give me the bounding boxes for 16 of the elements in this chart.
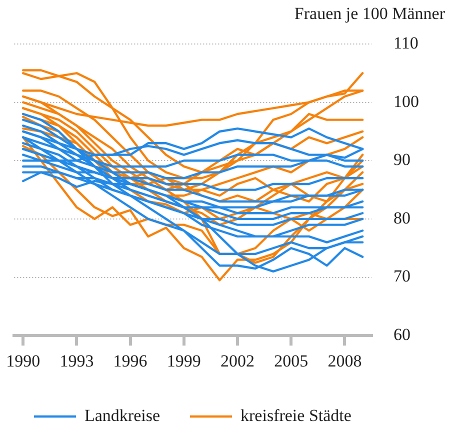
x-tick-label: 1993	[60, 351, 94, 370]
y-tick-label: 60	[394, 325, 410, 344]
legend-label: Landkreise	[84, 406, 160, 425]
y-tick-label: 70	[394, 266, 410, 286]
x-tick-label: 2005	[274, 351, 308, 370]
x-tick-label: 1996	[113, 351, 148, 370]
y-tick-label: 100	[394, 92, 419, 111]
y-axis-title: Frauen je 100 Männer	[294, 4, 446, 23]
x-tick-label: 1999	[166, 351, 201, 370]
y-tick-label: 80	[394, 208, 410, 228]
x-tick-label: 2002	[220, 351, 254, 370]
legend-label: kreisfreie Städte	[240, 406, 352, 425]
x-tick-label: 1990	[6, 351, 40, 370]
x-tick-label: 2008	[328, 351, 362, 370]
y-tick-label: 110	[394, 33, 418, 52]
y-tick-label: 90	[394, 150, 410, 170]
